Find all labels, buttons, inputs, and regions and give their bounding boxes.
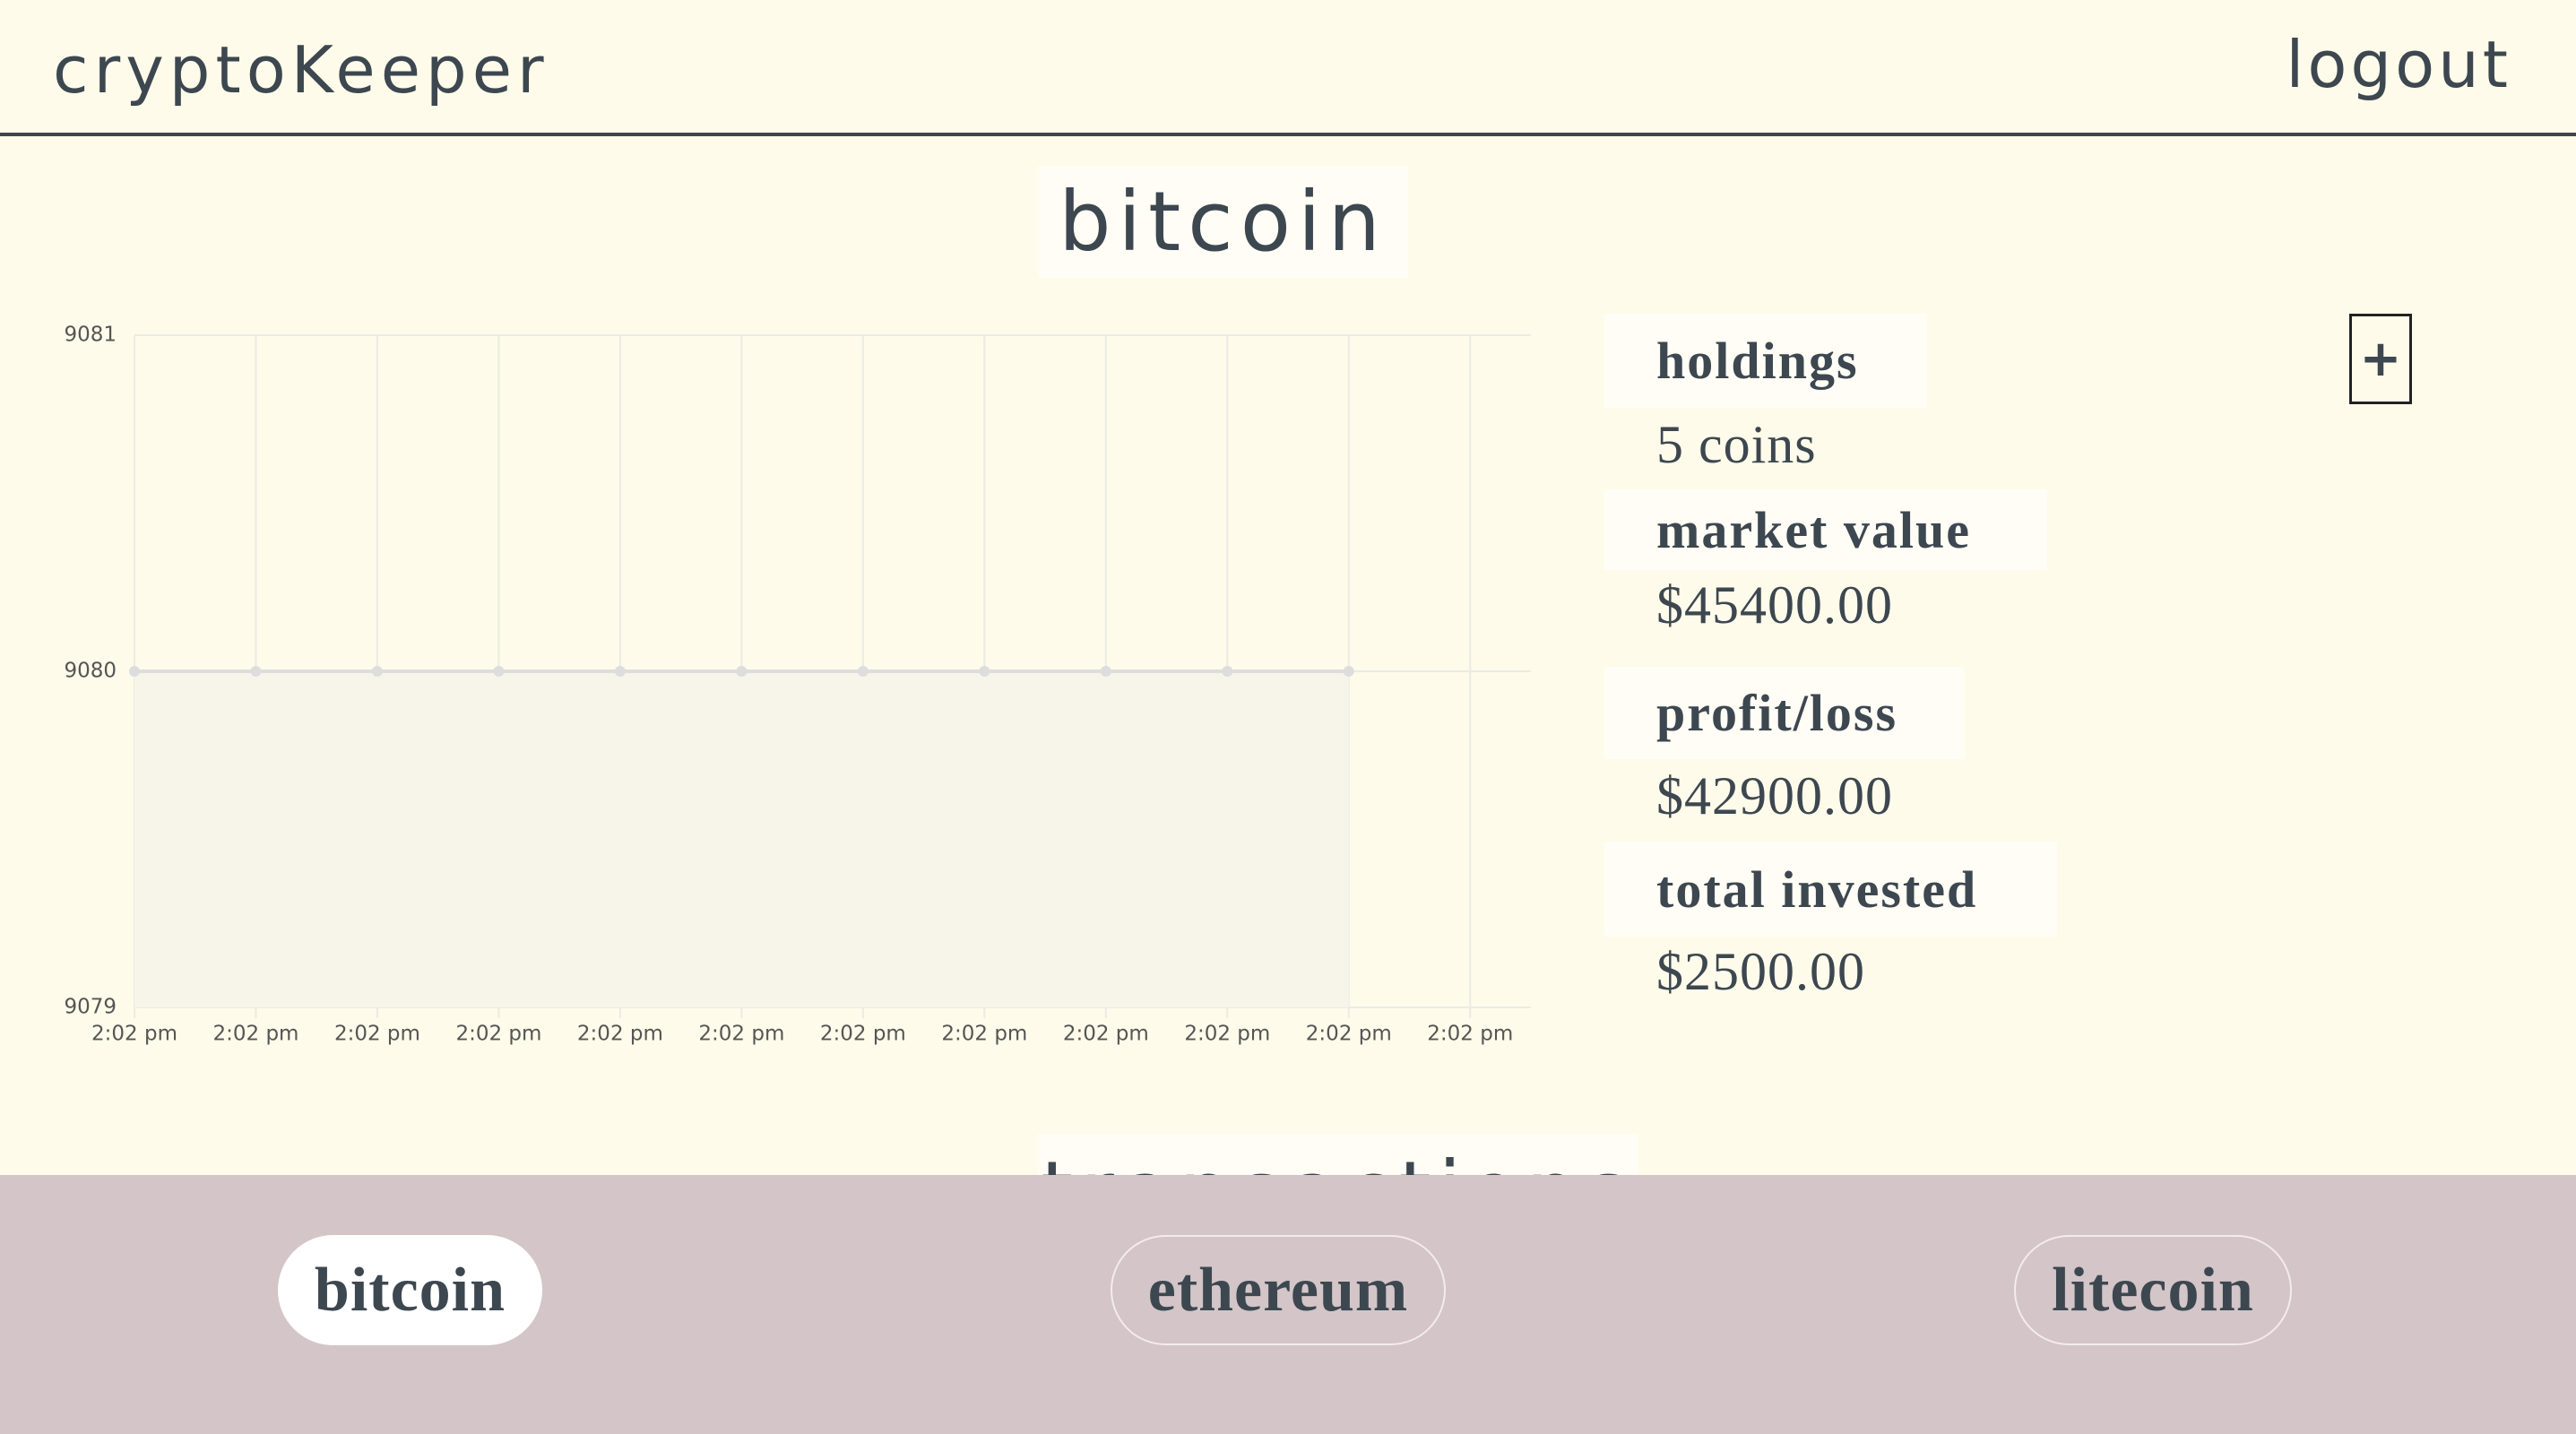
- nav-tab[interactable]: ethereum: [1111, 1235, 1446, 1345]
- x-tick-label: 2:02 pm: [1184, 1023, 1270, 1046]
- point: [250, 666, 262, 677]
- y-tick-label: 9079: [64, 996, 117, 1019]
- area: [134, 671, 1349, 1007]
- stat-value: 5 coins: [1656, 415, 1817, 474]
- point: [1343, 666, 1354, 677]
- stat-label: holdings: [1604, 314, 1927, 408]
- x-tick-label: 2:02 pm: [212, 1023, 298, 1046]
- x-tick-label: 2:02 pm: [1427, 1023, 1513, 1046]
- nav-tab[interactable]: litecoin: [2014, 1235, 2292, 1345]
- point: [1100, 666, 1111, 677]
- stat-label: total invested: [1604, 842, 2057, 937]
- y-tick-label: 9081: [64, 324, 117, 347]
- point: [1222, 666, 1233, 677]
- point: [736, 666, 748, 677]
- x-tick-label: 2:02 pm: [455, 1023, 541, 1046]
- header: cryptoKeeper logout: [0, 0, 2576, 136]
- point: [371, 666, 383, 677]
- logout-link[interactable]: logout: [2286, 27, 2511, 102]
- bottom-nav: bitcoin ethereum litecoin: [0, 1175, 2576, 1434]
- point: [493, 666, 505, 677]
- stat-value: $2500.00: [1656, 942, 1865, 1001]
- stat-value: $45400.00: [1656, 575, 1893, 635]
- point: [979, 666, 990, 677]
- x-tick-label: 2:02 pm: [91, 1023, 177, 1046]
- brand[interactable]: cryptoKeeper: [53, 32, 549, 108]
- stat-value: $42900.00: [1656, 766, 1893, 825]
- price-chart: 9079 9080 9081 2:02 pm 2:02 pm 2:02 pm 2:02 pm…: [64, 324, 1531, 1046]
- x-tick-label: 2:02 pm: [820, 1023, 906, 1046]
- stat-label: market value: [1604, 489, 2047, 570]
- x-tick-label: 2:02 pm: [1063, 1023, 1149, 1046]
- point: [129, 666, 140, 677]
- add-button[interactable]: +: [2349, 314, 2412, 404]
- stat-label: profit/loss: [1604, 667, 1965, 759]
- x-tick-label: 2:02 pm: [698, 1023, 784, 1046]
- x-tick-label: 2:02 pm: [577, 1023, 663, 1046]
- x-tick-label: 2:02 pm: [1306, 1023, 1392, 1046]
- x-tick-label: 2:02 pm: [941, 1023, 1027, 1046]
- x-tick-label: 2:02 pm: [334, 1023, 420, 1046]
- y-tick-label: 9080: [64, 660, 117, 683]
- point: [857, 666, 869, 677]
- coin-title: bitcoin: [1038, 166, 1408, 278]
- point: [614, 666, 626, 677]
- nav-tab[interactable]: bitcoin: [278, 1235, 542, 1345]
